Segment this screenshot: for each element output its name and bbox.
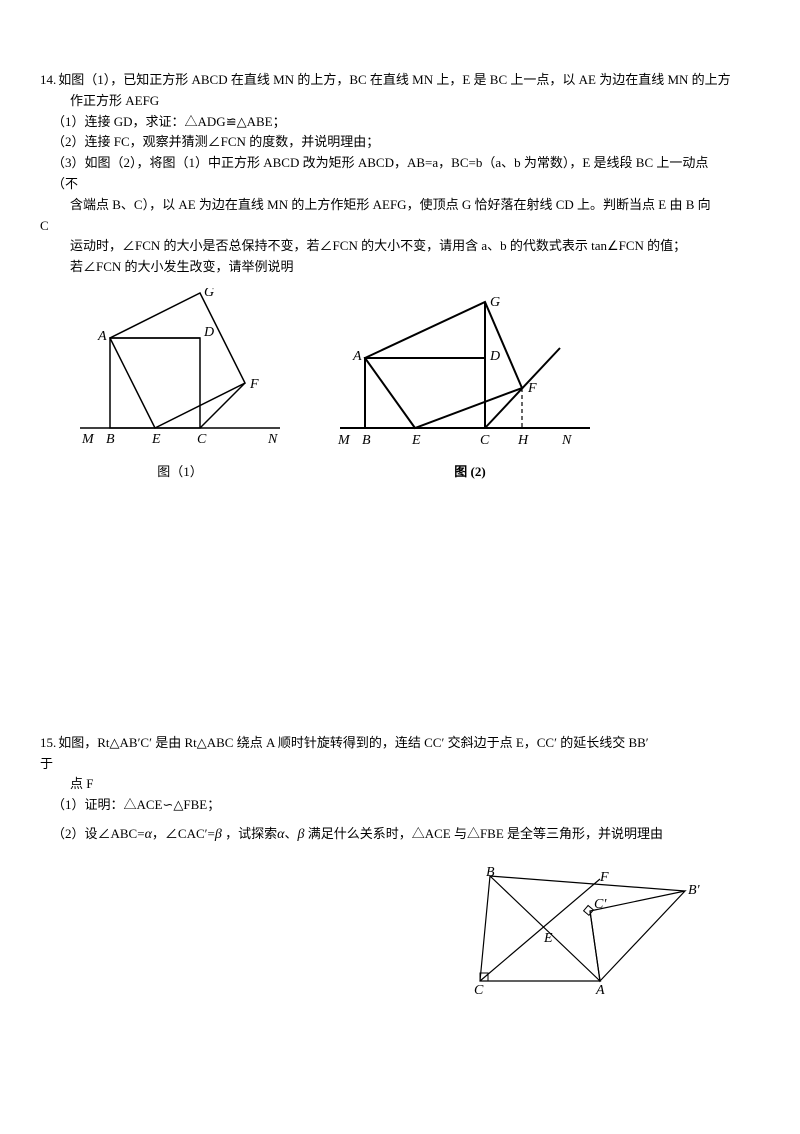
problem-15-number: 15.: [40, 733, 56, 754]
problem-14-number: 14.: [40, 70, 56, 91]
figure-2-block: A D G F B E C H M N 图 (2): [330, 288, 610, 483]
svg-text:B': B': [688, 883, 700, 898]
problem-15-text1: 如图，Rt△AB′C′ 是由 Rt△ABC 绕点 A 顺时针旋转得到的，连结 C…: [58, 733, 648, 754]
problem-14-text1: 如图（1），已知正方形 ABCD 在直线 MN 的上方，BC 在直线 MN 上，…: [58, 70, 730, 91]
svg-text:C: C: [474, 983, 484, 996]
problem-14-line1: 14. 如图（1），已知正方形 ABCD 在直线 MN 的上方，BC 在直线 M…: [40, 70, 760, 91]
problem-15-line1: 15. 如图，Rt△AB′C′ 是由 Rt△ABC 绕点 A 顺时针旋转得到的，…: [40, 733, 760, 754]
problem-14-sub3d: C: [40, 216, 760, 237]
svg-text:N: N: [267, 432, 278, 447]
svg-text:E: E: [543, 931, 553, 946]
svg-text:N: N: [561, 433, 572, 448]
figure-15-svg: B B' C' F E C A: [460, 866, 700, 996]
svg-text:E: E: [151, 432, 161, 447]
svg-text:D: D: [489, 349, 500, 364]
svg-text:A: A: [595, 983, 605, 996]
problem-14-sub2: （2）连接 FC，观察并猜测∠FCN 的度数，并说明理由；: [40, 132, 760, 153]
problem-15-text1b: 于: [40, 754, 760, 775]
problem-14-sub3f: 若∠FCN 的大小发生改变，请举例说明: [40, 257, 760, 278]
svg-text:A: A: [97, 329, 107, 344]
figure-1-caption: 图（1）: [70, 462, 290, 483]
svg-text:B: B: [362, 433, 371, 448]
problem-15-sub2: （2）设∠ABC=α，∠CAC′=β ，试探索α、β 满足什么关系时，△ACE …: [40, 824, 760, 846]
svg-text:C: C: [197, 432, 207, 447]
problem-14-sub3: （3）如图（2），将图（1）中正方形 ABCD 改为矩形 ABCD，AB=a，B…: [40, 153, 760, 174]
svg-text:M: M: [337, 433, 351, 448]
figure-1-block: A D G F B E C M N 图（1）: [70, 288, 290, 483]
svg-text:C': C': [594, 897, 607, 912]
problem-15: 15. 如图，Rt△AB′C′ 是由 Rt△ABC 绕点 A 顺时针旋转得到的，…: [40, 733, 760, 997]
problem-14-sub3c: 含端点 B、C），以 AE 为边在直线 MN 的上方作矩形 AEFG，使顶点 G…: [40, 195, 760, 216]
svg-text:E: E: [411, 433, 421, 448]
figure-2-caption: 图 (2): [330, 462, 610, 483]
beta-symbol: β: [215, 827, 222, 842]
alpha-symbol: α: [145, 827, 152, 842]
svg-text:G: G: [490, 295, 500, 310]
problem-15-sub1: （1）证明：△ACE∽△FBE；: [40, 795, 760, 816]
spacer: [40, 523, 760, 733]
figure-1-svg: A D G F B E C M N: [70, 288, 290, 458]
svg-text:M: M: [81, 432, 95, 447]
problem-14-text2: 作正方形 AEFG: [40, 91, 760, 112]
svg-text:H: H: [517, 433, 529, 448]
problem-14-sub1: （1）连接 GD，求证：△ADG≌△ABE；: [40, 112, 760, 133]
svg-text:C: C: [480, 433, 490, 448]
svg-text:D: D: [203, 325, 214, 340]
svg-text:F: F: [527, 381, 537, 396]
problem-15-figure-row: B B' C' F E C A: [40, 866, 760, 996]
problem-14-sub3e: 运动时，∠FCN 的大小是否总保持不变，若∠FCN 的大小不变，请用含 a、b …: [40, 236, 760, 257]
problem-14-figures: A D G F B E C M N 图（1）: [40, 288, 760, 483]
figure-2-svg: A D G F B E C H M N: [330, 288, 610, 458]
svg-text:F: F: [599, 870, 609, 885]
svg-text:G: G: [204, 288, 214, 300]
svg-text:A: A: [352, 349, 362, 364]
svg-text:F: F: [249, 377, 259, 392]
problem-14-sub3b: （不: [40, 174, 760, 195]
svg-text:B: B: [106, 432, 115, 447]
problem-15-text2: 点 F: [40, 774, 760, 795]
svg-text:B: B: [486, 866, 495, 880]
problem-14: 14. 如图（1），已知正方形 ABCD 在直线 MN 的上方，BC 在直线 M…: [40, 70, 760, 483]
